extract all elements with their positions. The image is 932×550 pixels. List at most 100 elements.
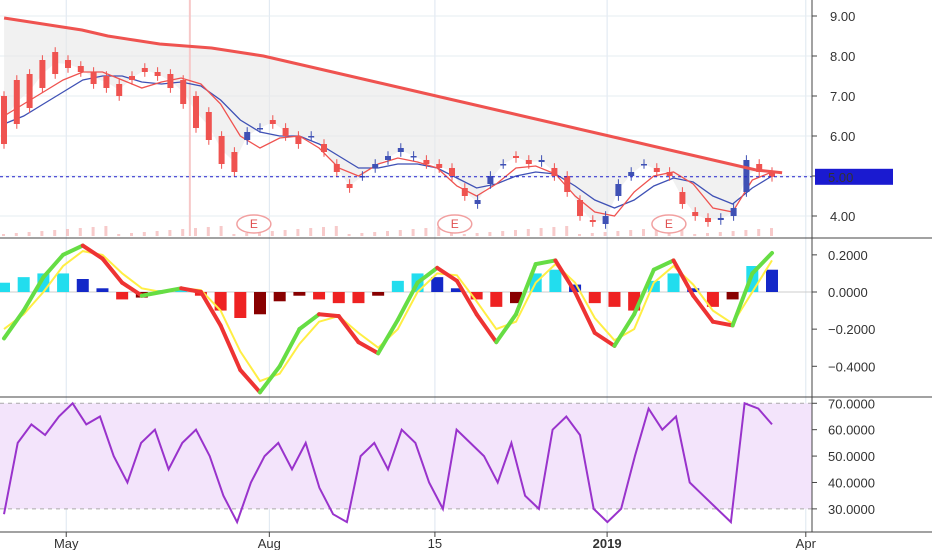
candle-body[interactable]: [513, 156, 519, 158]
candle-body[interactable]: [500, 164, 507, 166]
candle-body[interactable]: [13, 80, 20, 124]
earnings-marker[interactable]: [236, 214, 272, 234]
candle-body[interactable]: [346, 184, 353, 188]
candle-body[interactable]: [756, 164, 763, 172]
candle-body[interactable]: [602, 216, 609, 224]
candle-body[interactable]: [589, 220, 596, 222]
candle-body[interactable]: [717, 218, 724, 220]
candle-body[interactable]: [653, 168, 660, 172]
volume-bar: [155, 231, 159, 236]
macd-histogram-bar[interactable]: [313, 292, 326, 300]
macd-histogram-bar[interactable]: [549, 269, 562, 292]
candle-body[interactable]: [679, 192, 686, 204]
candle-body[interactable]: [666, 172, 673, 176]
candle-body[interactable]: [116, 84, 123, 96]
macd-histogram-bar[interactable]: [647, 280, 660, 292]
candle-body[interactable]: [397, 148, 404, 152]
macd-histogram-bar[interactable]: [293, 292, 306, 296]
rsi-panel[interactable]: [0, 401, 812, 525]
candle-body[interactable]: [269, 120, 276, 124]
candle-body[interactable]: [295, 136, 302, 144]
candle-body[interactable]: [372, 164, 379, 168]
candle-body[interactable]: [167, 74, 174, 88]
macd-histogram-bar[interactable]: [510, 292, 522, 304]
candle-body[interactable]: [52, 52, 59, 74]
candle-body[interactable]: [525, 160, 532, 164]
macd-histogram-bar[interactable]: [214, 292, 227, 311]
candle-body[interactable]: [385, 156, 391, 160]
candle-body[interactable]: [1, 96, 7, 144]
volume-bar: [168, 230, 172, 236]
candle-body[interactable]: [308, 136, 315, 138]
candle-body[interactable]: [769, 172, 775, 177]
candle-body[interactable]: [154, 72, 161, 76]
macd-panel[interactable]: [0, 243, 778, 395]
candle-body[interactable]: [257, 128, 263, 130]
candle-body[interactable]: [180, 80, 187, 104]
candle-body[interactable]: [474, 200, 481, 204]
candle-body[interactable]: [730, 208, 737, 216]
candle-body[interactable]: [244, 132, 251, 140]
macd-histogram-bar[interactable]: [391, 280, 404, 292]
rsi-line[interactable]: [3, 401, 773, 525]
macd-histogram-bar[interactable]: [116, 292, 129, 300]
candle-body[interactable]: [487, 176, 494, 184]
macd-histogram-bar[interactable]: [57, 273, 70, 292]
macd-histogram-bar[interactable]: [234, 292, 247, 318]
candle-body[interactable]: [449, 168, 455, 176]
candle-body[interactable]: [577, 200, 583, 216]
macd-histogram-bar[interactable]: [470, 292, 483, 300]
candle-body[interactable]: [423, 160, 430, 164]
macd-histogram-bar[interactable]: [332, 292, 345, 304]
candle-body[interactable]: [436, 164, 443, 168]
macd-histogram-bar[interactable]: [273, 292, 286, 302]
candle-body[interactable]: [743, 160, 750, 192]
macd-histogram-bar[interactable]: [352, 292, 365, 304]
earnings-marker[interactable]: [651, 214, 687, 234]
candle-body[interactable]: [77, 66, 84, 72]
candle-body[interactable]: [641, 164, 647, 166]
candle-body[interactable]: [90, 72, 97, 84]
macd-histogram-bar[interactable]: [588, 292, 601, 304]
macd-histogram-bar[interactable]: [450, 288, 463, 292]
candle-body[interactable]: [282, 128, 289, 136]
macd-histogram-bar[interactable]: [490, 292, 503, 307]
candle-body[interactable]: [39, 60, 46, 88]
macd-histogram-bar[interactable]: [431, 277, 444, 292]
candle-body[interactable]: [410, 156, 417, 158]
candle-body[interactable]: [551, 168, 558, 176]
macd-histogram-bar[interactable]: [667, 273, 680, 292]
candle-body[interactable]: [26, 74, 33, 108]
candle-body[interactable]: [141, 68, 148, 72]
candle-body[interactable]: [564, 176, 571, 192]
macd-histogram-bar[interactable]: [608, 292, 621, 307]
candle-body[interactable]: [692, 212, 699, 216]
macd-histogram-bar[interactable]: [17, 277, 30, 292]
candle-body[interactable]: [615, 184, 622, 196]
candle-body[interactable]: [461, 188, 468, 196]
candle-body[interactable]: [333, 164, 340, 172]
macd-histogram-bar[interactable]: [96, 288, 109, 292]
candle-body[interactable]: [231, 152, 238, 172]
candle-body[interactable]: [218, 136, 225, 164]
macd-histogram-bar[interactable]: [254, 292, 266, 315]
macd-histogram-bar[interactable]: [726, 292, 739, 300]
candle-body[interactable]: [65, 60, 71, 68]
macd-histogram-bar[interactable]: [0, 282, 10, 292]
earnings-marker[interactable]: [437, 214, 473, 234]
macd-histogram-bar[interactable]: [706, 292, 719, 307]
macd-histogram-bar[interactable]: [76, 279, 89, 292]
candle-body[interactable]: [205, 112, 212, 140]
macd-histogram-bar[interactable]: [372, 292, 385, 296]
macd-histogram-bar[interactable]: [687, 288, 700, 292]
candle-body[interactable]: [705, 218, 711, 222]
candle-body[interactable]: [628, 172, 635, 176]
candle-body[interactable]: [321, 144, 327, 152]
macd-histogram-bar[interactable]: [766, 269, 778, 292]
candle-body[interactable]: [103, 76, 110, 88]
candle-body[interactable]: [129, 76, 135, 80]
candle-body[interactable]: [538, 160, 545, 162]
candle-body[interactable]: [193, 96, 199, 128]
